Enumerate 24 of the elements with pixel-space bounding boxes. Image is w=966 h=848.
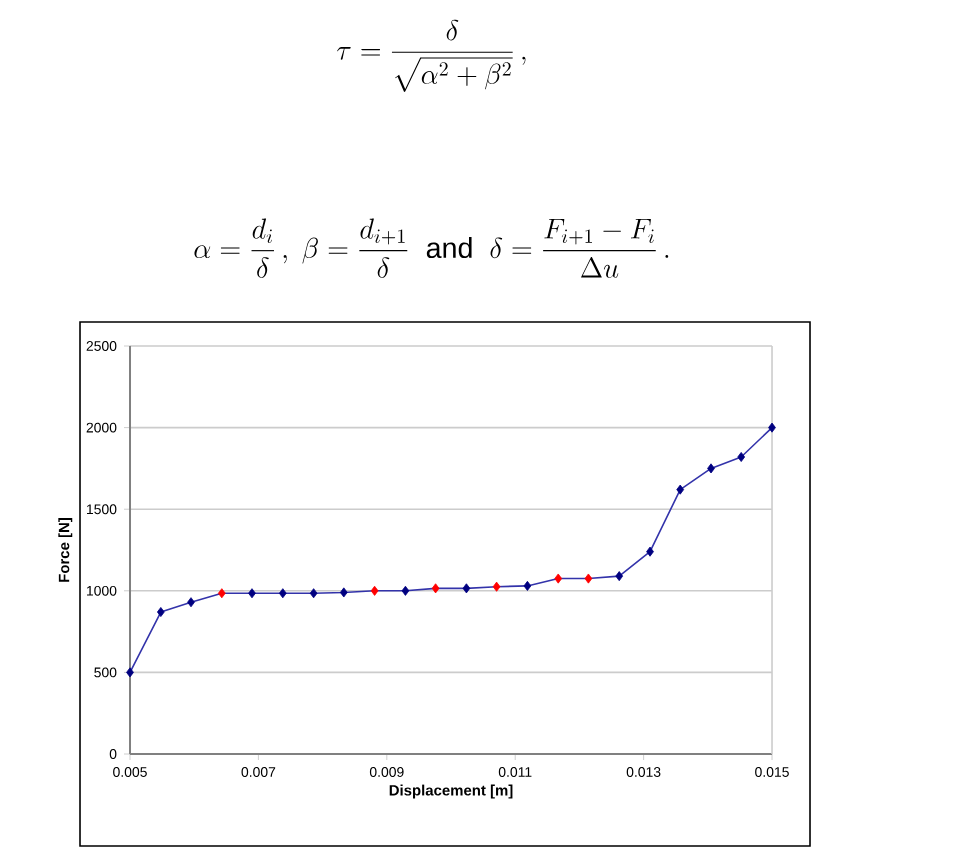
point <box>370 585 379 596</box>
point <box>676 484 685 495</box>
point <box>248 588 256 599</box>
point <box>615 571 624 582</box>
point <box>492 581 501 592</box>
point <box>401 585 410 596</box>
point <box>187 597 195 608</box>
point <box>554 573 563 584</box>
point <box>707 463 715 474</box>
point <box>462 583 471 594</box>
point <box>278 588 287 599</box>
point <box>768 422 776 433</box>
point <box>339 587 348 598</box>
point <box>126 667 134 678</box>
point <box>523 580 532 591</box>
point <box>217 588 226 599</box>
text: $\tau = \frac{\delta}{\sqrt{\alpha^{2} + \beta^{2}}}\,,$ <box>337 19 526 92</box>
point <box>431 583 440 594</box>
point <box>156 607 165 618</box>
point <box>584 573 593 584</box>
text: $\alpha = \frac{d_{i}}{\delta}\,,\ \beta = \frac{d_{i+1}}{\delta}\ \text{ and }\ \delta = \frac{F_{i+1} - F_{i}}{\Delta u}\,.$ <box>194 218 669 278</box>
point <box>737 451 746 462</box>
point <box>646 546 654 557</box>
point <box>309 588 318 599</box>
